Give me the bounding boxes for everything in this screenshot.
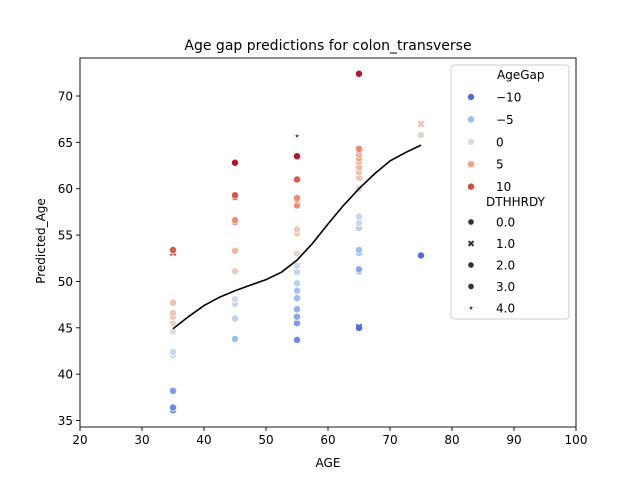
y-axis: 35 40 45 50 55 60 65 70 xyxy=(58,90,80,428)
legend-style-marker xyxy=(467,240,475,247)
y-tick-label: 55 xyxy=(58,229,73,243)
legend-style-marker xyxy=(468,305,474,310)
data-point xyxy=(231,295,239,304)
legend-hue-label: −5 xyxy=(496,113,514,127)
legend-hue-marker xyxy=(467,115,475,124)
x-tick-label: 30 xyxy=(134,433,149,447)
data-point xyxy=(169,308,177,317)
x-tick-label: 40 xyxy=(196,433,211,447)
x-tick-label: 70 xyxy=(382,433,397,447)
data-point xyxy=(231,191,239,200)
data-point xyxy=(417,120,425,128)
data-point xyxy=(293,294,301,303)
data-point xyxy=(293,194,301,202)
x-tick-label: 20 xyxy=(72,433,87,447)
plot-area xyxy=(79,57,577,428)
data-point xyxy=(417,130,425,139)
legend-hue-marker xyxy=(467,93,475,101)
legend-hue-marker xyxy=(467,160,475,169)
y-tick-label: 70 xyxy=(58,90,73,104)
legend-hue-label: 10 xyxy=(496,180,511,194)
data-point xyxy=(169,403,177,412)
legend-hue-label: 5 xyxy=(496,158,504,172)
y-tick-label: 45 xyxy=(58,321,73,335)
data-point xyxy=(231,334,239,343)
x-tick-label: 90 xyxy=(506,433,521,447)
data-point xyxy=(169,298,177,307)
y-tick-label: 40 xyxy=(58,368,73,382)
x-axis: 20 30 40 50 60 70 80 90 100 xyxy=(72,427,587,447)
legend-style-label: 3.0 xyxy=(496,280,515,294)
data-point xyxy=(169,245,177,254)
data-point xyxy=(231,314,239,323)
legend-hue-label: −10 xyxy=(496,91,521,105)
data-point xyxy=(355,144,363,153)
data-point xyxy=(231,267,239,276)
legend-style-marker xyxy=(467,218,475,226)
data-point xyxy=(355,212,363,221)
data-point xyxy=(293,225,301,234)
y-tick-label: 60 xyxy=(58,182,73,196)
data-point xyxy=(293,152,301,161)
y-axis-label: Predicted_Age xyxy=(34,198,48,284)
y-tick-label: 50 xyxy=(58,275,73,289)
data-point xyxy=(231,158,239,167)
legend-hue-marker xyxy=(467,182,475,191)
x-axis-label: AGE xyxy=(316,456,341,470)
data-point xyxy=(355,323,363,331)
legend-style-label: 0.0 xyxy=(496,216,515,230)
y-tick-label: 65 xyxy=(58,136,73,150)
x-tick-label: 60 xyxy=(320,433,335,447)
data-point xyxy=(231,216,239,225)
legend-style-label: 2.0 xyxy=(496,259,515,273)
legend-hue-marker xyxy=(467,137,475,146)
x-tick-label: 50 xyxy=(258,433,273,447)
legend-style-title: DTHHRDY xyxy=(486,195,546,209)
data-point xyxy=(355,265,363,274)
data-point xyxy=(293,286,301,295)
trend-line xyxy=(172,144,422,330)
data-point xyxy=(293,335,301,344)
legend-style-label: 4.0 xyxy=(496,302,515,316)
data-point xyxy=(169,347,177,356)
data-point xyxy=(293,261,301,270)
data-point xyxy=(293,175,301,184)
data-point xyxy=(231,246,239,255)
data-point xyxy=(169,327,177,336)
y-tick-label: 35 xyxy=(58,414,73,428)
data-point xyxy=(417,251,425,260)
data-point xyxy=(293,312,301,321)
data-point xyxy=(293,279,301,288)
legend-hue-label: 0 xyxy=(496,135,504,149)
x-tick-label: 80 xyxy=(444,433,459,447)
data-point xyxy=(355,69,363,78)
legend-box xyxy=(450,64,570,320)
data-point xyxy=(293,249,301,258)
legend-style-marker xyxy=(467,282,475,291)
legend-style-label: 1.0 xyxy=(496,237,515,251)
chart-title: Age gap predictions for colon_transverse xyxy=(184,38,471,54)
data-point xyxy=(294,133,300,138)
data-point xyxy=(355,245,363,254)
legend-style-marker xyxy=(467,261,475,269)
x-tick-label: 100 xyxy=(565,433,588,447)
data-point xyxy=(293,305,301,314)
data-point xyxy=(169,386,177,395)
legend-hue-title: AgeGap xyxy=(497,68,544,82)
